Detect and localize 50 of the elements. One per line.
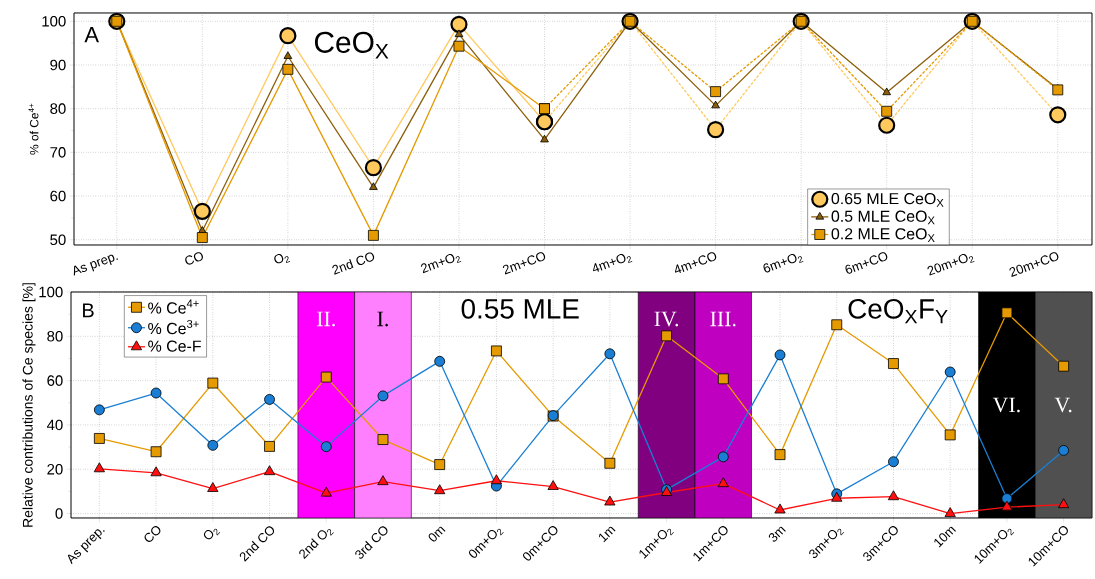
y-tick-label: 100 xyxy=(42,15,66,27)
annotation: B xyxy=(83,303,94,318)
y-tick-label: 90 xyxy=(50,59,66,71)
x-tick-label: 1m xyxy=(599,526,616,543)
y-tick-label: 80 xyxy=(47,331,63,342)
x-tick-label: CO xyxy=(185,252,203,265)
x-tick-label: 2m+O$_{2}$ xyxy=(420,254,462,274)
annotation: CeO$_{X}$ xyxy=(314,31,389,59)
legend-label: 0.5 MLE CeO$_{X}$ xyxy=(831,210,935,225)
band-label: III. xyxy=(710,311,736,327)
x-tick-label: 3rd CO xyxy=(355,526,388,559)
band-label: II. xyxy=(317,311,335,327)
band-label: V. xyxy=(1054,397,1072,413)
y-tick-label: 70 xyxy=(50,147,66,158)
y-tick-label: 50 xyxy=(50,234,66,246)
y-axis-title: % of Ce$^{4+}$ xyxy=(28,103,39,155)
band-label: VI. xyxy=(992,397,1020,413)
legend-label: % Ce$^{3+}$ xyxy=(148,319,199,335)
legend-label: % Ce-F xyxy=(148,340,201,352)
annotation: CeO$_{X}$F$_{Y}$ xyxy=(848,298,948,324)
x-tick-label: O$_{2}$ xyxy=(203,528,221,540)
band-label: IV. xyxy=(654,311,679,327)
x-tick-label: 10m xyxy=(934,526,956,548)
x-tick-label: 0m xyxy=(428,526,446,542)
x-tick-label: 6m+O$_{2}$ xyxy=(763,254,804,273)
x-tick-label: O$_{2}$ xyxy=(274,254,291,264)
x-tick-label: As prep. xyxy=(73,254,118,276)
x-tick-label: 20m+O$_{2}$ xyxy=(927,254,975,276)
x-tick-label: 3m xyxy=(768,526,786,542)
y-tick-label: 20 xyxy=(47,463,63,475)
annotation: 0.55 MLE xyxy=(461,298,579,319)
band-label: I. xyxy=(377,311,388,327)
legend-label: 0.65 MLE CeO$_{X}$ xyxy=(831,192,944,207)
y-tick-label: 0 xyxy=(55,508,63,519)
x-tick-label: 2nd CO xyxy=(239,526,275,562)
y-tick-label: 60 xyxy=(47,375,63,386)
y-tick-label: 100 xyxy=(39,286,63,298)
annotation: A xyxy=(84,27,99,43)
legend-label: 0.2 MLE CeO$_{X}$ xyxy=(831,228,935,242)
x-tick-label: 4m+CO xyxy=(674,252,717,274)
y-tick-label: 40 xyxy=(46,419,63,431)
x-tick-label: 6m+CO xyxy=(845,252,888,274)
x-tick-label: 4m+O$_{2}$ xyxy=(593,254,633,272)
legend-label: % Ce$^{4+}$ xyxy=(148,299,199,314)
x-tick-label: CO xyxy=(144,526,161,542)
x-tick-label: 2nd O$_{2}$ xyxy=(299,529,334,559)
x-tick-label: 2nd CO xyxy=(332,252,375,275)
y-axis-title: Relative contributions of Ce species [%] xyxy=(22,283,36,527)
y-tick-label: 80 xyxy=(50,103,66,114)
y-tick-label: 60 xyxy=(50,190,66,202)
